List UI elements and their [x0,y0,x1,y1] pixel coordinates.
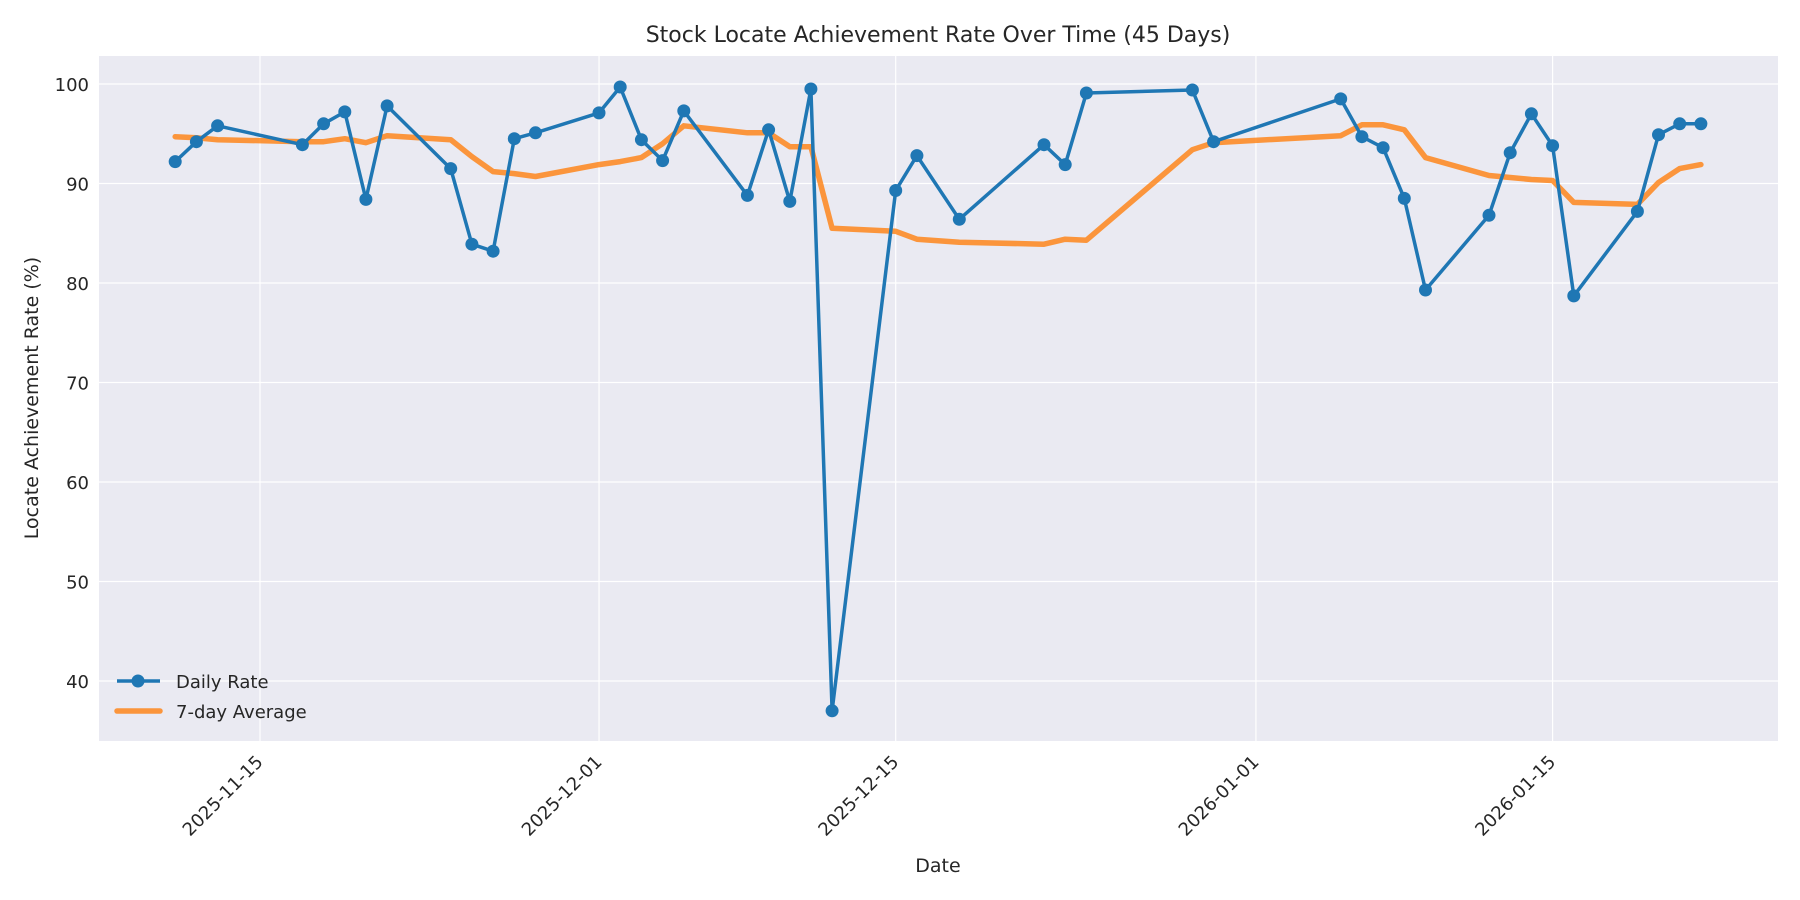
y-tick-label: 100 [55,75,89,96]
data-point-marker [1376,141,1390,155]
data-point-marker [1524,107,1538,121]
x-tick-label: 2025-11-15 [179,752,268,841]
data-point-marker [1503,146,1517,160]
data-point-marker [444,162,458,176]
data-point-marker [910,149,924,163]
data-point-marker [1334,92,1348,106]
y-tick-label: 80 [66,274,89,295]
data-point-marker [1058,158,1072,172]
data-point-marker [486,244,500,258]
data-point-marker [613,80,627,94]
series-daily-rate [168,80,1708,718]
plot-area [99,56,1778,741]
data-point-marker [507,132,521,146]
y-tick-label: 90 [66,175,89,196]
y-tick-label: 60 [66,473,89,494]
data-point-marker [295,138,309,152]
data-point-marker [804,82,818,96]
legend: Daily Rate 7-day Average [114,672,307,723]
data-point-marker [189,135,203,149]
y-tick-label: 40 [66,672,89,693]
data-point-marker [677,104,691,118]
data-point-marker [1397,191,1411,205]
data-point-marker [656,154,670,168]
legend-label: Daily Rate [176,672,269,693]
gridlines [99,56,1778,741]
x-tick-label: 2026-01-15 [1471,752,1560,841]
data-point-marker [1419,283,1432,297]
data-point-marker [168,155,182,169]
data-point-marker [1546,139,1560,153]
data-point-marker [317,117,331,131]
data-point-marker [380,99,394,113]
data-point-marker [1694,117,1708,131]
data-point-marker [592,106,606,120]
data-point-marker [1037,138,1051,152]
data-point-marker [634,133,648,147]
data-point-marker [740,188,754,202]
data-point-marker [465,237,479,251]
data-point-marker [338,105,352,119]
data-point-marker [211,119,225,133]
data-point-marker [1185,83,1199,97]
data-point-marker [1630,204,1644,218]
data-point-marker [825,704,839,718]
data-point-marker [952,212,966,226]
x-axis-label: Date [915,855,960,877]
chart-title: Stock Locate Achievement Rate Over Time … [646,23,1231,48]
legend-item-daily-rate: Daily Rate [117,672,269,693]
y-tick-label: 50 [66,573,89,594]
x-axis-ticks: 2025-11-15 2025-12-01 2025-12-15 2026-01-01… [179,752,1560,841]
legend-label: 7-day Average [176,702,307,723]
data-point-marker [1482,208,1496,222]
data-point-marker [1355,130,1369,144]
y-tick-label: 70 [66,374,89,395]
data-point-marker [783,194,797,208]
x-tick-label: 2025-12-01 [518,752,607,841]
data-point-marker [1673,117,1687,131]
data-point-marker [762,123,776,137]
y-axis-ticks: 40 50 60 70 80 90 100 [55,75,89,693]
x-tick-label: 2026-01-01 [1175,752,1264,841]
data-point-marker [1079,86,1093,100]
legend-daily-marker-icon [131,674,145,688]
y-axis-label: Locate Achievement Rate (%) [21,257,43,539]
data-point-marker [529,126,542,140]
legend-item-7-day-average: 7-day Average [114,702,307,723]
data-point-marker [1652,128,1665,142]
data-point-marker [1207,135,1221,149]
x-tick-label: 2025-12-15 [814,752,903,841]
data-point-marker [1567,289,1581,303]
data-point-marker [889,184,903,197]
data-point-marker [359,192,373,206]
